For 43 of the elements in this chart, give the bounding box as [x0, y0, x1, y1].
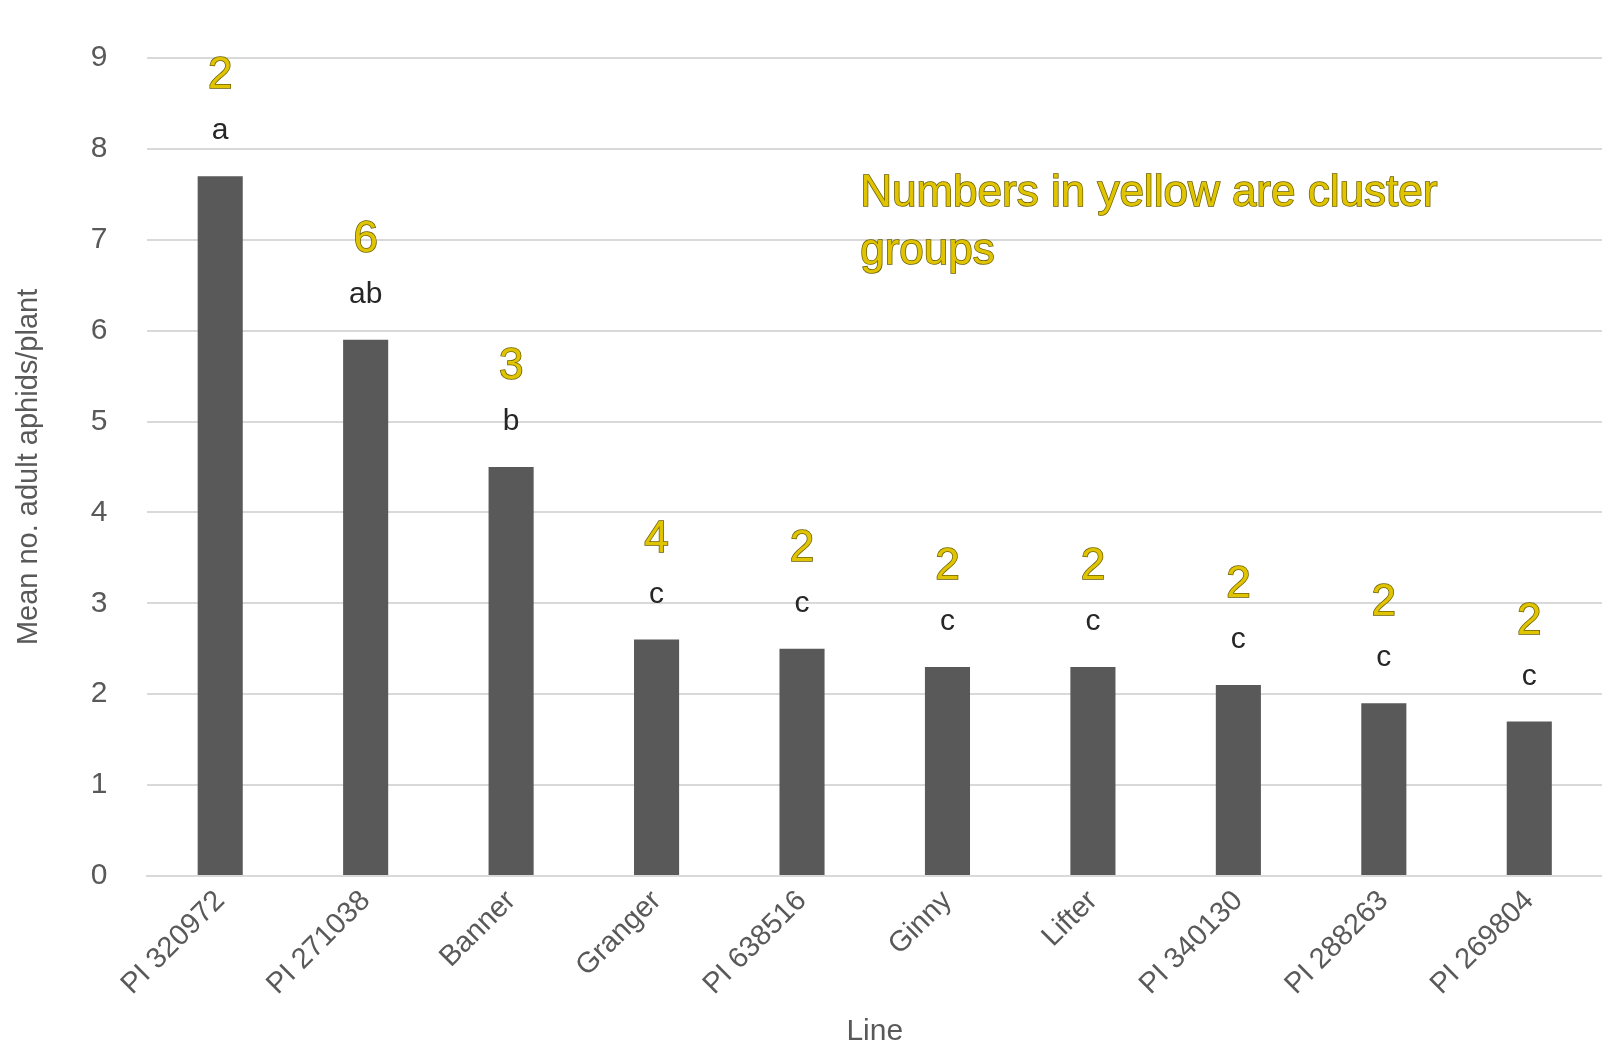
annotation: Numbers in yellow are cluster groups [860, 166, 1438, 274]
bar [924, 666, 971, 875]
bar [1506, 721, 1552, 875]
y-axis-title: Mean no. adult aphids/plant [11, 288, 44, 646]
data-label: a [211, 112, 229, 146]
y-tick-label: 5 [90, 402, 108, 436]
x-axis-title: Line [846, 1013, 904, 1047]
annotation: 2 [1517, 593, 1542, 643]
data-label: b [502, 403, 520, 437]
data-label: c [1521, 657, 1537, 691]
y-tick-label: 2 [90, 675, 108, 709]
y-tick-label: 1 [90, 766, 108, 800]
y-tick-label: 8 [90, 130, 108, 164]
annotation: 3 [498, 339, 524, 389]
data-label: c [939, 603, 955, 637]
y-tick-label: 3 [90, 584, 108, 618]
annotation: 2 [1080, 539, 1106, 589]
bar [343, 339, 389, 875]
y-tick-label: 9 [90, 39, 108, 73]
bar [1215, 685, 1261, 875]
annotation: 4 [644, 511, 669, 561]
y-tick-label: 4 [90, 493, 108, 527]
bar [1361, 703, 1407, 875]
data-label: c [1085, 603, 1101, 637]
annotation: 2 [1371, 575, 1397, 625]
data-label: c [794, 584, 810, 618]
bar [779, 648, 825, 875]
annotation: 6 [353, 211, 378, 261]
bar [488, 466, 534, 875]
annotation: 2 [789, 520, 815, 570]
bar [1070, 666, 1116, 875]
data-label: ab [348, 275, 383, 309]
annotation: 2 [1226, 557, 1251, 607]
data-label: c [1376, 639, 1392, 673]
bar [634, 639, 680, 875]
bar [197, 176, 243, 875]
data-label: c [1230, 621, 1246, 655]
y-tick-label: 6 [90, 311, 108, 345]
y-tick-label: 0 [90, 857, 108, 891]
data-label: c [649, 575, 665, 609]
annotation: 2 [207, 48, 233, 98]
annotation: 2 [935, 539, 960, 589]
y-tick-label: 7 [90, 221, 108, 255]
